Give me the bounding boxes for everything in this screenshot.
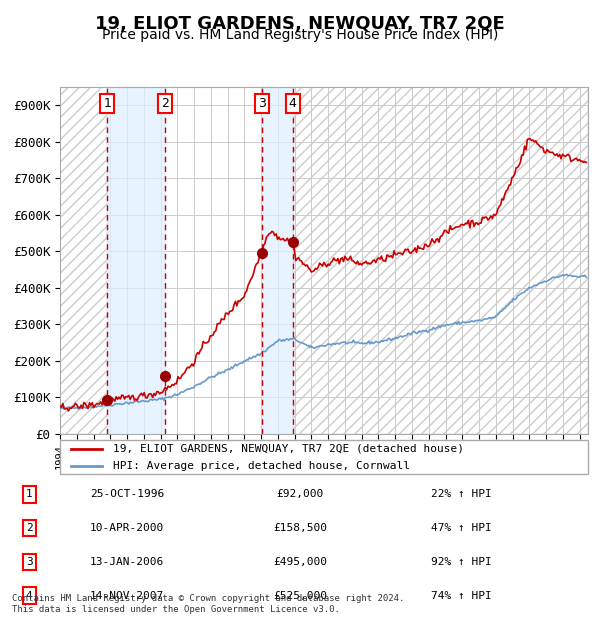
Bar bbox=[107, 87, 165, 434]
HPI: Average price, detached house, Cornwall: (1.99e+03, 7.1e+04): Average price, detached house, Cornwall:… bbox=[56, 404, 64, 412]
HPI: Average price, detached house, Cornwall: (2.02e+03, 4.37e+05): Average price, detached house, Cornwall:… bbox=[563, 270, 570, 278]
Text: 22% ↑ HPI: 22% ↑ HPI bbox=[431, 489, 491, 499]
HPI: Average price, detached house, Cornwall: (2.01e+03, 2.68e+05): Average price, detached house, Cornwall:… bbox=[397, 332, 404, 340]
19, ELIOT GARDENS, NEWQUAY, TR7 2QE (detached house) bbox=[577, 157, 584, 165]
Text: 2: 2 bbox=[161, 97, 169, 110]
Text: 1: 1 bbox=[103, 97, 111, 110]
19, ELIOT GARDENS, NEWQUAY, TR7 2QE (detached house) bbox=[350, 257, 357, 265]
HPI: Average price, detached house, Cornwall: (2.03e+03, 4.31e+05): Average price, detached house, Cornwall:… bbox=[577, 273, 584, 280]
19, ELIOT GARDENS, NEWQUAY, TR7 2QE (detached house) bbox=[56, 402, 64, 410]
Line: 19, ELIOT GARDENS, NEWQUAY, TR7 2QE (detached house): 19, ELIOT GARDENS, NEWQUAY, TR7 2QE (det… bbox=[60, 139, 586, 411]
Text: 1: 1 bbox=[26, 489, 32, 499]
Text: £158,500: £158,500 bbox=[273, 523, 327, 533]
Text: 13-JAN-2006: 13-JAN-2006 bbox=[90, 557, 164, 567]
Text: £92,000: £92,000 bbox=[277, 489, 323, 499]
Text: 3: 3 bbox=[258, 97, 266, 110]
HPI: Average price, detached house, Cornwall: (2.03e+03, 4.28e+05): Average price, detached house, Cornwall:… bbox=[583, 273, 590, 281]
Text: Price paid vs. HM Land Registry's House Price Index (HPI): Price paid vs. HM Land Registry's House … bbox=[102, 28, 498, 42]
HPI: Average price, detached house, Cornwall: (2e+03, 1.1e+05): Average price, detached house, Cornwall:… bbox=[176, 390, 183, 397]
FancyBboxPatch shape bbox=[60, 440, 588, 474]
HPI: Average price, detached house, Cornwall: (2e+03, 6.84e+04): Average price, detached house, Cornwall:… bbox=[74, 405, 82, 413]
Text: 19, ELIOT GARDENS, NEWQUAY, TR7 2QE: 19, ELIOT GARDENS, NEWQUAY, TR7 2QE bbox=[95, 16, 505, 33]
Text: Contains HM Land Registry data © Crown copyright and database right 2024.
This d: Contains HM Land Registry data © Crown c… bbox=[12, 595, 404, 614]
Text: HPI: Average price, detached house, Cornwall: HPI: Average price, detached house, Corn… bbox=[113, 461, 410, 471]
Text: 47% ↑ HPI: 47% ↑ HPI bbox=[431, 523, 491, 533]
HPI: Average price, detached house, Cornwall: (2.01e+03, 2.57e+05): Average price, detached house, Cornwall:… bbox=[350, 337, 357, 344]
Text: 2: 2 bbox=[26, 523, 32, 533]
Text: 92% ↑ HPI: 92% ↑ HPI bbox=[431, 557, 491, 567]
Text: 10-APR-2000: 10-APR-2000 bbox=[90, 523, 164, 533]
Text: £495,000: £495,000 bbox=[273, 557, 327, 567]
HPI: Average price, detached house, Cornwall: (2.01e+03, 2.4e+05): Average price, detached house, Cornwall:… bbox=[267, 342, 274, 350]
Text: 4: 4 bbox=[26, 591, 32, 601]
19, ELIOT GARDENS, NEWQUAY, TR7 2QE (detached house) bbox=[267, 229, 274, 237]
19, ELIOT GARDENS, NEWQUAY, TR7 2QE (detached house) bbox=[544, 146, 551, 153]
19, ELIOT GARDENS, NEWQUAY, TR7 2QE (detached house) bbox=[176, 375, 183, 383]
Text: 25-OCT-1996: 25-OCT-1996 bbox=[90, 489, 164, 499]
Text: 3: 3 bbox=[26, 557, 32, 567]
19, ELIOT GARDENS, NEWQUAY, TR7 2QE (detached house) bbox=[397, 249, 404, 257]
HPI: Average price, detached house, Cornwall: (2.02e+03, 4.17e+05): Average price, detached house, Cornwall:… bbox=[542, 278, 549, 285]
Bar bbox=[262, 87, 293, 434]
Text: £525,000: £525,000 bbox=[273, 591, 327, 601]
Text: 19, ELIOT GARDENS, NEWQUAY, TR7 2QE (detached house): 19, ELIOT GARDENS, NEWQUAY, TR7 2QE (det… bbox=[113, 444, 464, 454]
Text: 4: 4 bbox=[289, 97, 296, 110]
19, ELIOT GARDENS, NEWQUAY, TR7 2QE (detached house) bbox=[583, 159, 590, 166]
Text: 74% ↑ HPI: 74% ↑ HPI bbox=[431, 591, 491, 601]
Text: 14-NOV-2007: 14-NOV-2007 bbox=[90, 591, 164, 601]
19, ELIOT GARDENS, NEWQUAY, TR7 2QE (detached house) bbox=[65, 407, 72, 415]
19, ELIOT GARDENS, NEWQUAY, TR7 2QE (detached house) bbox=[527, 135, 534, 143]
Line: HPI: Average price, detached house, Cornwall: HPI: Average price, detached house, Corn… bbox=[60, 274, 586, 409]
